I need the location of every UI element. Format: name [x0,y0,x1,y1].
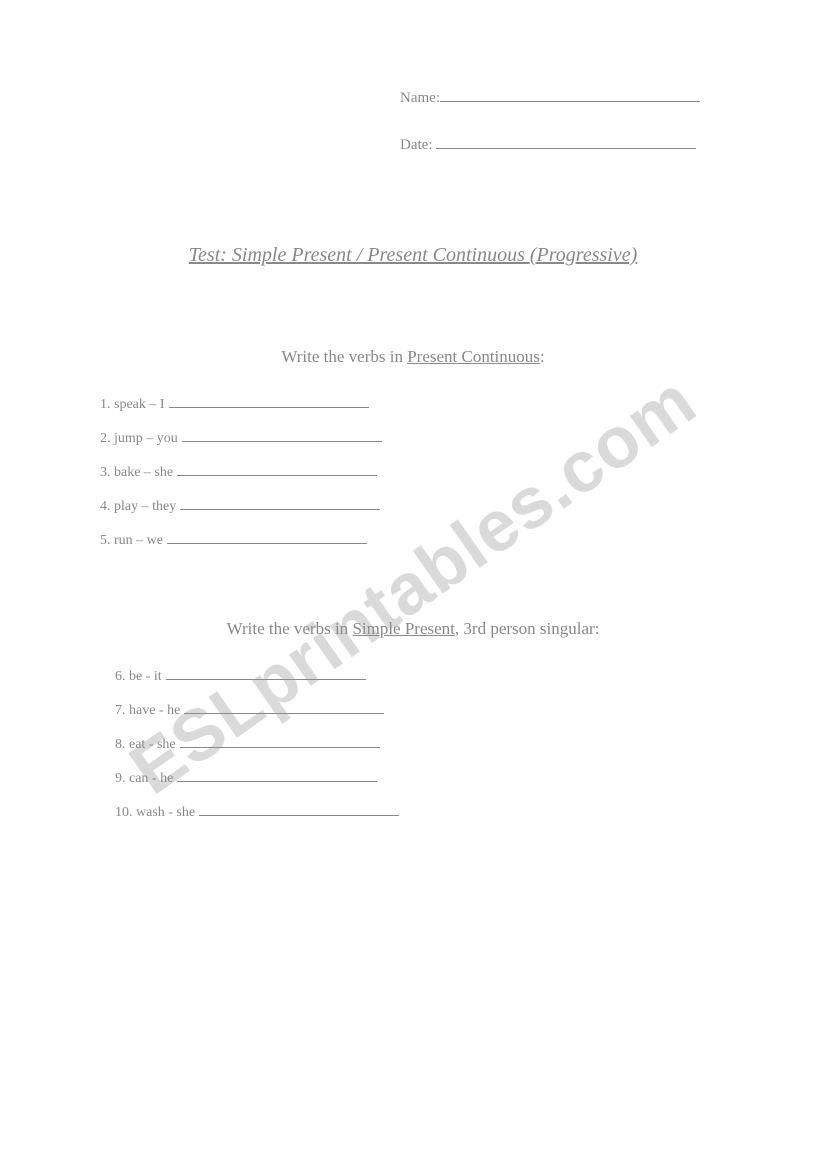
question-item: 10. wash - she [115,805,736,821]
section2-questions: 6. be - it 7. have - he 8. eat - she 9. … [115,669,736,821]
name-line: Name: [400,90,736,107]
question-item: 7. have - he [115,703,736,719]
section1-suffix: : [540,347,545,366]
answer-blank [199,815,399,816]
section1-prefix: Write the verbs in [281,347,407,366]
section2-prefix: Write the verbs in [227,619,353,638]
question-text: 4. play – they [100,499,176,514]
section1-title: Write the verbs in Present Continuous: [90,347,736,367]
answer-blank [177,781,377,782]
section1-questions: 1. speak – I 2. jump – you 3. bake – she… [100,397,736,549]
question-item: 4. play – they [100,499,736,515]
question-text: 10. wash - she [115,805,195,820]
answer-blank [167,543,367,544]
question-text: 9. can - he [115,771,173,786]
date-line: Date: [400,137,736,154]
answer-blank [180,747,380,748]
question-text: 5. run – we [100,533,163,548]
answer-blank [177,475,377,476]
name-blank [440,101,700,102]
question-text: 2. jump – you [100,431,178,446]
question-item: 9. can - he [115,771,736,787]
question-item: 3. bake – she [100,465,736,481]
name-label: Name: [400,90,440,106]
section2-underlined: Simple Present [352,619,454,638]
question-text: 3. bake – she [100,465,173,480]
question-text: 7. have - he [115,703,180,718]
answer-blank [169,407,369,408]
answer-blank [182,441,382,442]
section2-title: Write the verbs in Simple Present, 3rd p… [90,619,736,639]
answer-blank [184,713,384,714]
section2-suffix: , 3rd person singular: [455,619,599,638]
date-label: Date: [400,137,432,153]
question-item: 2. jump – you [100,431,736,447]
date-blank [436,148,696,149]
question-text: 1. speak – I [100,397,165,412]
question-item: 8. eat - she [115,737,736,753]
question-text: 8. eat - she [115,737,176,752]
answer-blank [180,509,380,510]
header-info-block: Name: Date: [400,90,736,154]
question-item: 1. speak – I [100,397,736,413]
test-title: Test: Simple Present / Present Continuou… [90,244,736,267]
question-item: 6. be - it [115,669,736,685]
section1-underlined: Present Continuous [407,347,540,366]
question-text: 6. be - it [115,669,162,684]
question-item: 5. run – we [100,533,736,549]
answer-blank [166,679,366,680]
